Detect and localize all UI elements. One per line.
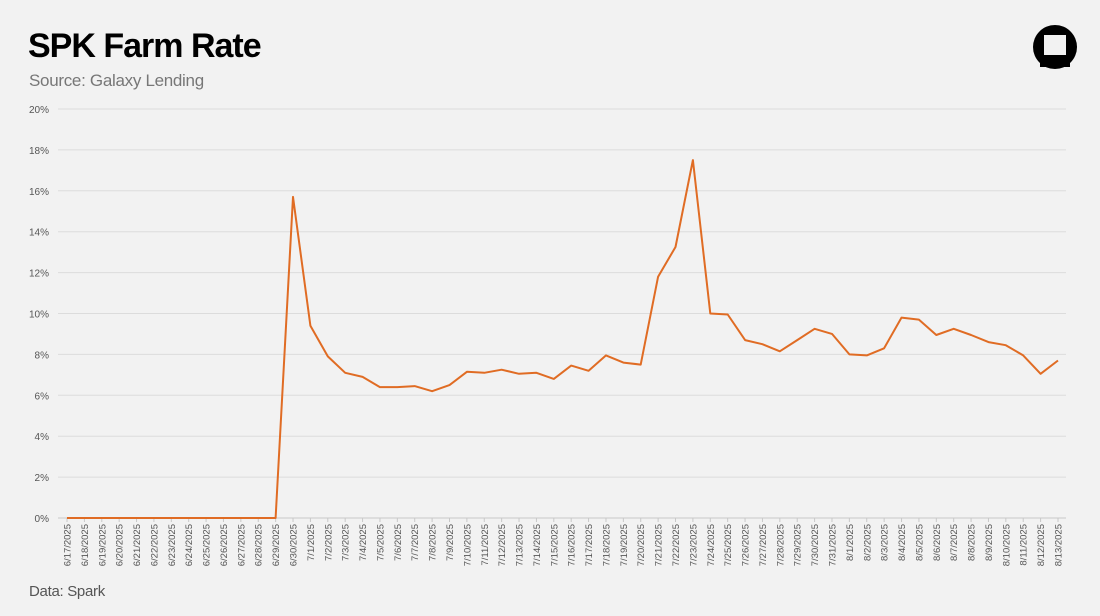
x-tick-label: 7/6/2025 xyxy=(393,524,404,561)
x-tick-label: 6/26/2025 xyxy=(219,524,230,566)
x-tick-label: 6/23/2025 xyxy=(167,524,178,566)
x-tick-label: 8/1/2025 xyxy=(845,524,856,561)
x-tick-label: 7/31/2025 xyxy=(827,524,838,566)
y-tick-label: 20% xyxy=(29,105,49,116)
x-tick-label: 7/11/2025 xyxy=(480,524,491,566)
x-tick-label: 7/18/2025 xyxy=(601,524,612,566)
y-tick-label: 12% xyxy=(29,269,49,280)
chart-title: SPK Farm Rate xyxy=(28,27,262,65)
x-tick-label: 8/5/2025 xyxy=(914,524,925,561)
y-tick-label: 8% xyxy=(35,350,50,361)
x-tick-label: 6/18/2025 xyxy=(80,524,91,566)
x-tick-label: 7/5/2025 xyxy=(375,524,386,561)
x-tick-label: 7/23/2025 xyxy=(688,524,699,566)
x-tick-label: 8/2/2025 xyxy=(862,524,873,561)
x-tick-label: 6/20/2025 xyxy=(115,524,126,566)
x-tick-label: 7/14/2025 xyxy=(532,524,543,566)
x-tick-label: 6/24/2025 xyxy=(184,524,195,566)
x-tick-label: 7/20/2025 xyxy=(636,524,647,566)
x-tick-label: 8/13/2025 xyxy=(1054,524,1065,566)
series-line xyxy=(67,159,1059,519)
x-tick-label: 6/21/2025 xyxy=(132,524,143,566)
y-tick-label: 6% xyxy=(35,391,50,402)
x-tick-label: 7/16/2025 xyxy=(567,524,578,566)
y-tick-label: 14% xyxy=(29,228,49,239)
x-tick-label: 7/7/2025 xyxy=(410,524,421,561)
x-tick-label: 7/25/2025 xyxy=(723,524,734,566)
x-tick-label: 7/21/2025 xyxy=(654,524,665,566)
x-tick-label: 8/9/2025 xyxy=(984,524,995,561)
x-tick-label: 7/10/2025 xyxy=(462,524,473,566)
x-tick-label: 8/8/2025 xyxy=(967,524,978,561)
x-tick-label: 6/28/2025 xyxy=(254,524,265,566)
x-tick-label: 6/29/2025 xyxy=(271,524,282,566)
y-tick-label: 0% xyxy=(35,514,50,525)
y-tick-label: 4% xyxy=(35,432,50,443)
x-tick-label: 7/28/2025 xyxy=(775,524,786,566)
y-tick-label: 16% xyxy=(29,187,49,198)
x-tick-label: 7/12/2025 xyxy=(497,524,508,566)
x-tick-label: 6/17/2025 xyxy=(63,524,74,566)
x-tick-label: 7/19/2025 xyxy=(619,524,630,566)
x-tick-label: 7/9/2025 xyxy=(445,524,456,561)
x-tick-label: 7/2/2025 xyxy=(323,524,334,561)
x-tick-label: 7/3/2025 xyxy=(341,524,352,561)
x-tick-label: 8/10/2025 xyxy=(1001,524,1012,566)
y-tick-label: 10% xyxy=(29,310,49,321)
series-lines xyxy=(67,159,1059,519)
x-tick-label: 8/12/2025 xyxy=(1036,524,1047,566)
x-tick-label: 6/27/2025 xyxy=(236,524,247,566)
data-source-note: Data: Spark xyxy=(29,583,105,600)
x-tick-label: 7/8/2025 xyxy=(428,524,439,561)
x-tick-label: 8/6/2025 xyxy=(932,524,943,561)
galaxy-logo-icon xyxy=(1033,25,1077,69)
x-tick-label: 7/17/2025 xyxy=(584,524,595,566)
x-tick-label: 6/30/2025 xyxy=(289,524,300,566)
x-tick-label: 7/29/2025 xyxy=(793,524,804,566)
y-gridlines xyxy=(58,108,1066,519)
y-tick-label: 2% xyxy=(35,473,50,484)
x-tick-label: 8/3/2025 xyxy=(880,524,891,561)
x-tick-label: 8/4/2025 xyxy=(897,524,908,561)
x-tick-label: 7/13/2025 xyxy=(515,524,526,566)
x-tick-label: 7/26/2025 xyxy=(741,524,752,566)
y-tick-labels: 0% 2% 4% 6% 8% 10% 12% 14% 16% 18% 20% xyxy=(29,105,49,525)
x-tick-label: 7/27/2025 xyxy=(758,524,769,566)
x-tick-label: 7/22/2025 xyxy=(671,524,682,566)
x-tick-label: 7/4/2025 xyxy=(358,524,369,561)
x-tick-label: 7/30/2025 xyxy=(810,524,821,566)
y-tick-label: 18% xyxy=(29,146,49,157)
x-tick-labels: 6/17/2025 6/18/2025 6/19/2025 6/20/2025 6/21… xyxy=(63,524,1065,566)
chart-subtitle: Source: Galaxy Lending xyxy=(29,71,204,90)
x-tick-label: 7/1/2025 xyxy=(306,524,317,561)
x-tick-label: 6/25/2025 xyxy=(202,524,213,566)
x-tick-label: 7/24/2025 xyxy=(706,524,717,566)
x-tick-label: 6/22/2025 xyxy=(149,524,160,566)
x-tick-label: 6/19/2025 xyxy=(97,524,108,566)
x-tick-label: 8/11/2025 xyxy=(1019,524,1030,566)
x-tick-label: 8/7/2025 xyxy=(949,524,960,561)
x-tick-label: 7/15/2025 xyxy=(549,524,560,566)
